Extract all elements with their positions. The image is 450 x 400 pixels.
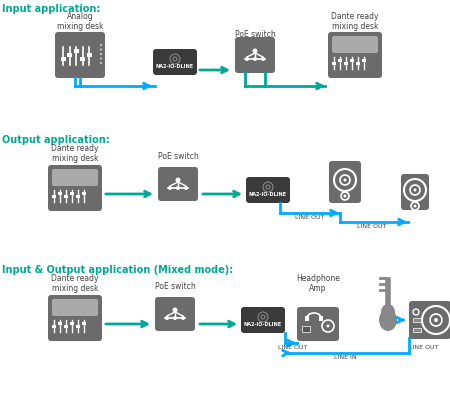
Bar xyxy=(64,194,68,198)
Bar xyxy=(356,62,360,64)
Text: Dante ready
mixing desk: Dante ready mixing desk xyxy=(51,274,99,294)
Text: NA2-IO-DLINE: NA2-IO-DLINE xyxy=(249,192,287,198)
Circle shape xyxy=(181,316,185,320)
Ellipse shape xyxy=(379,309,397,331)
Text: LINE OUT: LINE OUT xyxy=(295,215,325,220)
Text: LINE OUT: LINE OUT xyxy=(278,345,308,350)
FancyBboxPatch shape xyxy=(401,174,429,210)
Circle shape xyxy=(434,318,438,322)
Circle shape xyxy=(173,316,177,320)
Circle shape xyxy=(100,57,102,60)
FancyBboxPatch shape xyxy=(329,161,361,203)
Circle shape xyxy=(184,186,188,190)
Text: NA2-IO-DLINE: NA2-IO-DLINE xyxy=(244,322,282,328)
Circle shape xyxy=(100,48,102,51)
Text: Headphone
Amp: Headphone Amp xyxy=(296,274,340,294)
Bar xyxy=(67,53,72,57)
FancyBboxPatch shape xyxy=(155,297,195,331)
Text: PoE switch: PoE switch xyxy=(234,30,275,39)
Circle shape xyxy=(261,57,265,61)
Bar xyxy=(52,194,56,198)
Text: PoE switch: PoE switch xyxy=(158,152,198,161)
Circle shape xyxy=(327,324,329,328)
Bar xyxy=(73,49,78,53)
Text: Dante ready
mixing desk: Dante ready mixing desk xyxy=(51,144,99,163)
Circle shape xyxy=(343,178,346,182)
Circle shape xyxy=(414,188,417,192)
FancyBboxPatch shape xyxy=(55,32,105,78)
Text: Output application:: Output application: xyxy=(2,135,110,145)
Bar xyxy=(305,316,309,321)
Circle shape xyxy=(100,53,102,55)
FancyBboxPatch shape xyxy=(246,177,290,203)
Bar xyxy=(319,316,323,321)
Circle shape xyxy=(165,316,169,320)
Text: NA2-IO-DLINE: NA2-IO-DLINE xyxy=(156,64,194,70)
Text: Input application:: Input application: xyxy=(2,4,100,14)
FancyBboxPatch shape xyxy=(52,299,98,316)
Bar xyxy=(302,326,310,332)
Ellipse shape xyxy=(381,304,395,320)
Text: Input & Output application (Mixed mode):: Input & Output application (Mixed mode): xyxy=(2,265,233,275)
Bar xyxy=(60,57,66,61)
FancyBboxPatch shape xyxy=(48,165,102,211)
Bar xyxy=(82,322,86,324)
Text: PoE switch: PoE switch xyxy=(155,282,195,291)
Bar xyxy=(70,322,74,324)
FancyBboxPatch shape xyxy=(409,301,450,339)
Bar xyxy=(64,324,68,328)
Circle shape xyxy=(176,186,180,190)
Circle shape xyxy=(172,308,177,312)
Bar xyxy=(86,53,91,57)
Bar xyxy=(52,324,56,328)
Circle shape xyxy=(253,57,257,61)
Text: LINE OUT: LINE OUT xyxy=(410,345,439,350)
Circle shape xyxy=(252,48,257,54)
Circle shape xyxy=(245,57,249,61)
Bar xyxy=(362,58,366,62)
Bar xyxy=(332,62,336,64)
FancyBboxPatch shape xyxy=(241,307,285,333)
Bar xyxy=(76,324,80,328)
FancyBboxPatch shape xyxy=(158,167,198,201)
Bar xyxy=(70,192,74,194)
Bar xyxy=(338,58,342,62)
Bar xyxy=(76,194,80,198)
FancyBboxPatch shape xyxy=(235,37,275,73)
Circle shape xyxy=(176,178,180,182)
Text: LINE IN: LINE IN xyxy=(334,355,356,360)
Circle shape xyxy=(100,62,102,64)
Circle shape xyxy=(168,186,172,190)
Bar xyxy=(82,192,86,194)
FancyBboxPatch shape xyxy=(48,295,102,341)
Bar xyxy=(58,322,62,324)
FancyBboxPatch shape xyxy=(328,32,382,78)
Text: Analog
mixing desk: Analog mixing desk xyxy=(57,12,103,31)
FancyBboxPatch shape xyxy=(52,169,98,186)
Bar xyxy=(58,192,62,194)
FancyBboxPatch shape xyxy=(332,36,378,53)
Text: LINE OUT: LINE OUT xyxy=(357,224,387,229)
Circle shape xyxy=(343,194,346,198)
Bar xyxy=(413,318,421,322)
Bar xyxy=(413,328,421,332)
Text: Dante ready
mixing desk: Dante ready mixing desk xyxy=(331,12,379,31)
FancyBboxPatch shape xyxy=(297,307,339,341)
Bar xyxy=(80,57,85,61)
Bar xyxy=(350,58,354,62)
Bar xyxy=(344,62,348,64)
Circle shape xyxy=(100,44,102,46)
FancyBboxPatch shape xyxy=(153,49,197,75)
Circle shape xyxy=(414,204,417,208)
